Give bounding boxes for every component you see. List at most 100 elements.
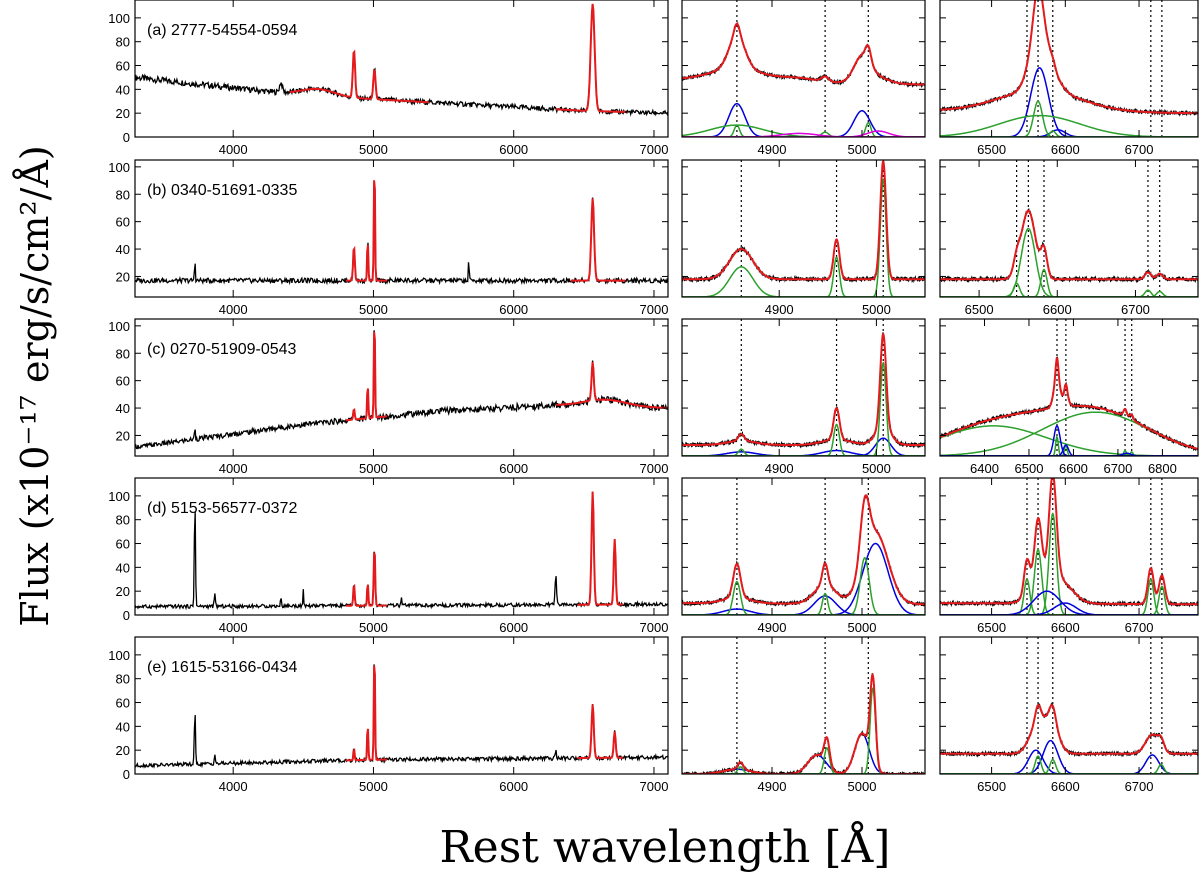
- x-tick-label: 5000: [359, 620, 388, 635]
- panel-frame: [134, 636, 669, 775]
- y-tick-label: 40: [116, 719, 130, 734]
- series-narrow-component: [940, 763, 1198, 774]
- panel-frame: [939, 159, 1199, 298]
- y-tick-label: 40: [116, 82, 130, 97]
- series-model-fit: [577, 491, 624, 606]
- x-tick-label: 5000: [359, 461, 388, 476]
- plot-area: [135, 664, 668, 769]
- x-tick-label: 7000: [640, 142, 669, 157]
- x-tick-label: 6700: [1125, 620, 1154, 635]
- series-model-fit: [345, 552, 387, 607]
- x-tick-label: 4900: [765, 461, 794, 476]
- x-tick-label: 6500: [977, 779, 1006, 794]
- plot-area: [940, 637, 1198, 774]
- panel-frame: [681, 0, 926, 138]
- series-observed: [682, 22, 925, 89]
- x-tick-label: 4000: [219, 461, 248, 476]
- y-tick-label: 0: [123, 608, 130, 623]
- series-broad-component: [940, 444, 1198, 456]
- x-tick-label: 5000: [848, 779, 877, 794]
- series-broad-component: [940, 129, 1198, 137]
- panel-4-hbeta: 4900 5000: [681, 636, 926, 794]
- panel-frame: [939, 636, 1199, 775]
- y-tick-label: 60: [116, 374, 130, 389]
- series-narrow-component: [682, 746, 925, 774]
- x-tick-label: 6700: [1103, 461, 1132, 476]
- series-narrow-component: [682, 580, 925, 615]
- panel-1-full: 4000 5000 6000 7000 20 40 60 80 100 (b) 0340-5169…: [108, 159, 669, 317]
- series-model-fit: [556, 3, 626, 113]
- series-narrow-component: [940, 100, 1198, 137]
- panel-frame: [681, 159, 926, 298]
- y-tick-label: 60: [116, 537, 130, 552]
- x-tick-label: 6400: [970, 461, 999, 476]
- y-tick-label: 20: [116, 428, 130, 443]
- series-broad-component: [682, 608, 925, 615]
- y-tick-label: 80: [116, 35, 130, 50]
- x-tick-label: 6600: [1051, 142, 1080, 157]
- series-model-fit: [682, 494, 925, 606]
- series-narrow-component: [940, 578, 1198, 615]
- panel-3-halpha: 6500 6600 6700: [939, 477, 1199, 635]
- y-tick-label: 0: [123, 767, 130, 782]
- series-broad-component: [682, 102, 925, 137]
- series-model-fit: [345, 665, 387, 762]
- series-narrow-component: [682, 687, 925, 774]
- panel-grid: 4000 5000 60 0 0 7000 0 20 40 60 80 100 (a) 2777-545…: [108, 0, 1199, 794]
- series-iron-component: [682, 132, 925, 137]
- panel-label: (a) 2777-54554-0594: [147, 22, 297, 39]
- x-tick-label: 4000: [219, 142, 248, 157]
- x-tick-label: 4900: [758, 779, 787, 794]
- series-narrow-component: [940, 585, 1198, 615]
- series-model-fit: [940, 704, 1198, 755]
- x-tick-label: 5000: [862, 302, 891, 317]
- x-tick-label: 7000: [640, 779, 669, 794]
- panel-frame: [939, 318, 1199, 457]
- plot-area: [135, 491, 668, 611]
- plot-area: [682, 319, 925, 456]
- x-tick-label: 4900: [758, 142, 787, 157]
- panel-frame: [681, 636, 926, 775]
- plot-area: [940, 319, 1198, 456]
- y-tick-label: 60: [116, 696, 130, 711]
- y-tick-label: 100: [108, 160, 130, 175]
- panel-frame: [681, 477, 926, 616]
- panel-4-full: 4000 5000 6000 7000 0 20 40 60 80 100 (e) 1615-531…: [108, 636, 669, 794]
- y-tick-label: 100: [108, 11, 130, 26]
- series-broad-component: [940, 602, 1198, 615]
- x-tick-label: 4900: [758, 620, 787, 635]
- x-tick-label: 6700: [1121, 302, 1150, 317]
- x-tick-label: 4900: [765, 302, 794, 317]
- panel-1-halpha: 6500 6600 6700: [939, 159, 1199, 317]
- plot-area: [940, 478, 1198, 615]
- series-broad-component: [940, 67, 1198, 137]
- series-broad-component: [682, 595, 925, 615]
- plot-area: [940, 160, 1198, 297]
- x-tick-label: 6600: [1059, 461, 1088, 476]
- series-model-fit: [289, 49, 429, 104]
- panel-frame: [939, 0, 1199, 138]
- plot-area: [940, 0, 1198, 137]
- panel-frame: [134, 0, 669, 138]
- y-tick-label: 20: [116, 106, 130, 121]
- series-narrow-component: [940, 435, 1198, 456]
- panel-label: (e) 1615-53166-0434: [147, 659, 297, 676]
- panel-label: (b) 0340-51691-0335: [147, 182, 297, 199]
- series-model-fit: [682, 672, 925, 774]
- y-tick-label: 60: [116, 59, 130, 74]
- series-broad-component: [940, 590, 1198, 615]
- series-narrow-component: [940, 290, 1198, 297]
- x-tick-label: 7000: [640, 302, 669, 317]
- plot-area: [682, 637, 925, 774]
- plot-area: [135, 3, 668, 117]
- x-tick-label: 5000: [359, 779, 388, 794]
- y-tick-label: 80: [116, 513, 130, 528]
- y-tick-label: 0: [123, 130, 130, 145]
- panel-frame: [939, 477, 1199, 616]
- x-tick-label: 5000: [848, 142, 877, 157]
- plot-area: [135, 330, 668, 450]
- series-broad-component: [940, 739, 1198, 774]
- panel-label: (c) 0270-51909-0543: [147, 341, 297, 358]
- panel-frame: [134, 159, 669, 298]
